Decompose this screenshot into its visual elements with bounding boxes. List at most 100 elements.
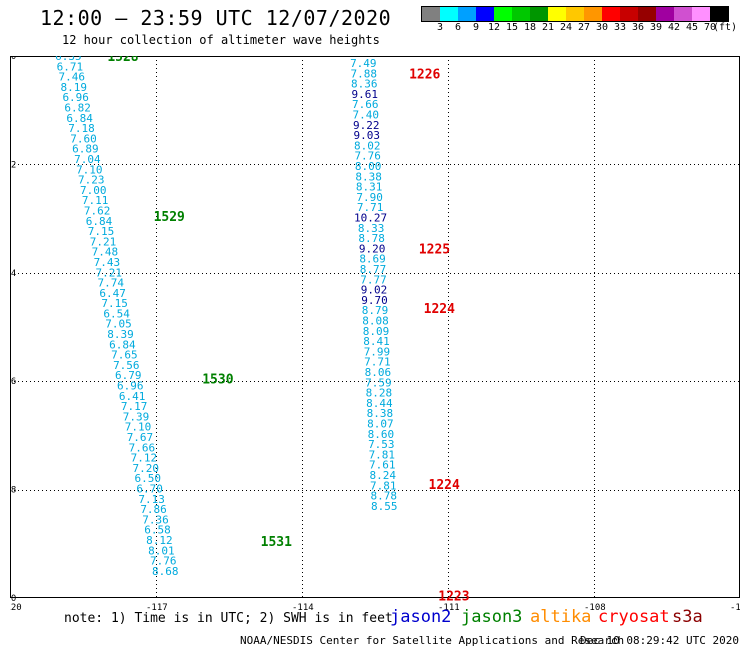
wave-height-label: 7.13 (138, 493, 165, 506)
wave-height-label: 8.38 (355, 170, 382, 183)
color-scale-label: 6 (454, 22, 462, 33)
wave-height-label: 7.10 (76, 163, 103, 176)
legend-s3a: s3a (672, 607, 703, 627)
wave-height-label: 7.76 (150, 555, 177, 568)
wave-height-label: 9.22 (353, 119, 380, 132)
y-tick-label: -12 (10, 160, 16, 170)
color-scale-label: 36 (631, 22, 645, 33)
wave-height-label: 9.20 (359, 242, 386, 255)
wave-height-label: 8.68 (152, 565, 179, 578)
wave-height-label: 8.07 (367, 417, 394, 430)
wave-height-label: 7.18 (68, 122, 95, 135)
wave-height-label: 7.53 (368, 438, 395, 451)
x-tick-label: -114 (292, 603, 314, 613)
color-swatch (422, 7, 440, 21)
x-tick-label: -120 (10, 603, 22, 613)
x-tick-label: -105 (730, 603, 740, 613)
wave-height-label: 8.69 (359, 253, 386, 266)
wave-height-label: 7.05 (105, 318, 132, 331)
chart-subtitle: 12 hour collection of altimeter wave hei… (62, 33, 380, 47)
wave-height-label: 7.81 (369, 448, 396, 461)
wave-height-label: 6.79 (115, 369, 142, 382)
wave-height-label: 8.31 (356, 181, 383, 194)
wave-height-label: 8.24 (370, 469, 397, 482)
y-tick-label: -16 (10, 377, 16, 387)
wave-height-label: 7.66 (352, 98, 379, 111)
wave-height-label: 8.39 (107, 328, 134, 341)
wave-height-label: 6.84 (66, 112, 93, 125)
wave-height-label: 8.36 (351, 78, 378, 91)
wave-height-label: 7.23 (78, 174, 105, 187)
color-scale-label: 27 (577, 22, 591, 33)
wave-height-label: 7.61 (369, 459, 396, 472)
wave-height-label: 7.81 (370, 479, 397, 492)
wave-height-label: 7.71 (364, 356, 391, 369)
wave-height-label: 7.74 (97, 277, 124, 290)
time-label: 1528 (107, 56, 138, 65)
x-tick-label: -117 (146, 603, 168, 613)
wave-height-label: 7.99 (364, 345, 391, 358)
wave-height-label: 7.10 (125, 421, 152, 434)
color-swatch (656, 7, 674, 21)
wave-height-label: 10.27 (354, 212, 387, 225)
wave-height-label: 7.67 (127, 431, 154, 444)
wave-height-label: 8.02 (354, 139, 381, 152)
wave-height-label: 7.12 (131, 452, 158, 465)
wave-height-label: 7.20 (133, 462, 160, 475)
y-tick-label: -20 (10, 594, 16, 604)
time-label: 1224 (424, 302, 455, 317)
wave-height-label: 9.02 (361, 284, 388, 297)
footer-note: note: 1) Time is in UTC; 2) SWH is in fe… (64, 611, 393, 626)
y-tick-label: -18 (10, 486, 16, 496)
y-tick-label: -14 (10, 269, 16, 279)
color-swatch (476, 7, 494, 21)
wave-height-label: 7.56 (113, 359, 140, 372)
wave-height-label: 7.60 (70, 132, 97, 145)
color-swatch (710, 7, 728, 21)
wave-height-label: 8.77 (360, 263, 387, 276)
x-tick-label: -111 (438, 603, 460, 613)
color-swatch (530, 7, 548, 21)
legend-altika: altika (530, 607, 592, 627)
chart-title: 12:00 – 23:59 UTC 12/07/2020 (40, 6, 392, 30)
wave-height-label: 8.78 (358, 232, 385, 245)
wave-height-label: 7.76 (354, 150, 381, 163)
time-label: 1226 (409, 67, 440, 82)
wave-height-label: 7.40 (353, 109, 380, 122)
wave-height-label: 7.66 (129, 441, 156, 454)
color-swatch (584, 7, 602, 21)
color-scale-label: 30 (595, 22, 609, 33)
color-swatch (566, 7, 584, 21)
wave-height-label: 7.59 (365, 376, 392, 389)
wave-height-label: 7.17 (121, 400, 148, 413)
wave-height-label: 8.60 (368, 428, 395, 441)
wave-height-label: 7.62 (84, 204, 111, 217)
color-swatch (458, 7, 476, 21)
time-label: 1529 (154, 210, 185, 225)
color-swatch (674, 7, 692, 21)
wave-height-label: 7.48 (92, 246, 119, 259)
wave-height-label: 6.96 (117, 380, 144, 393)
wave-height-label: 9.03 (353, 129, 380, 142)
wave-height-label: 7.43 (94, 256, 121, 269)
color-swatch (602, 7, 620, 21)
legend-cryosat: cryosat (598, 607, 670, 627)
wave-height-label: 8.09 (363, 325, 390, 338)
wave-height-label: 7.15 (88, 225, 115, 238)
time-label: 1223 (438, 589, 469, 604)
wave-height-label: 9.70 (361, 294, 388, 307)
wave-height-label: 7.21 (90, 235, 117, 248)
wave-height-label: 8.79 (362, 304, 389, 317)
color-scale-label: 33 (613, 22, 627, 33)
wave-height-label: 8.41 (363, 335, 390, 348)
wave-height-label: 7.49 (350, 57, 377, 70)
wave-height-label: 8.00 (355, 160, 382, 173)
wave-height-label: 8.08 (362, 314, 389, 327)
legend-jason2: jason2 (390, 607, 452, 627)
footer-timestamp: Dec 10 08:29:42 UTC 2020 (580, 634, 739, 647)
wave-height-label: 6.84 (109, 338, 136, 351)
color-swatch (620, 7, 638, 21)
color-scale-label: 45 (685, 22, 699, 33)
time-label: 1530 (202, 372, 233, 387)
color-scale-label: 21 (541, 22, 555, 33)
